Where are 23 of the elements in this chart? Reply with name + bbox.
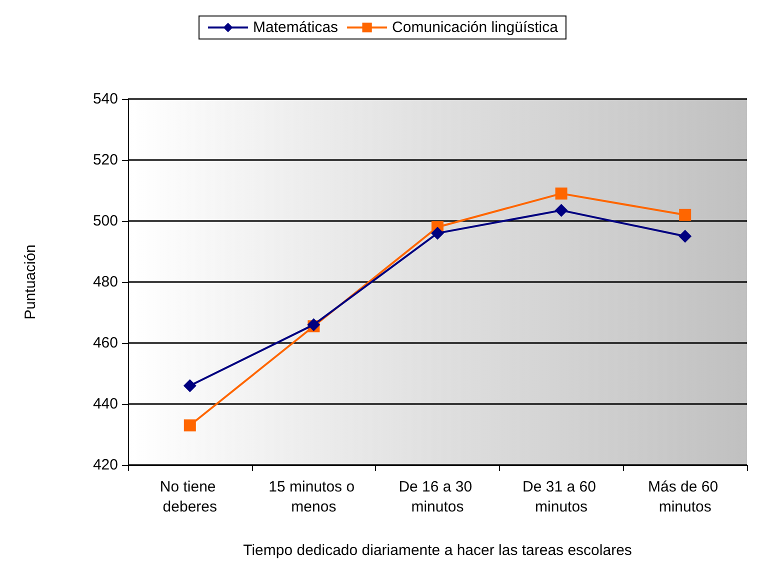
y-tick-label: 500 — [92, 212, 118, 230]
x-tick-label: De 16 a 30 minutos — [398, 478, 476, 516]
y-tick-label: 540 — [92, 90, 118, 108]
x-tick-label: Más de 60 minutos — [648, 478, 722, 516]
point — [431, 226, 444, 240]
point — [678, 230, 692, 243]
y-tick-label: 480 — [92, 274, 118, 290]
y-tick-label: 460 — [92, 334, 118, 352]
point — [184, 419, 196, 432]
y-tick-label: 440 — [92, 396, 118, 412]
x-axis-title: Tiempo dedicado diariamente a hacer las tareas escolares — [243, 542, 632, 559]
x-tick-label: 15 minutos o menos — [268, 478, 359, 516]
legend-label: Comunicación lingüística — [392, 19, 559, 36]
point — [554, 204, 568, 217]
legend-label: Matemáticas — [253, 19, 338, 36]
y-tick-label: 520 — [92, 152, 118, 168]
point — [183, 379, 196, 392]
y-tick-label: 420 — [92, 456, 118, 474]
point — [679, 208, 692, 221]
x-tick-label: No tiene deberes — [160, 478, 220, 516]
x-tick-label: De 31 a 60 minutos — [522, 478, 600, 516]
y-axis-title: Puntuación — [22, 244, 39, 320]
point — [555, 188, 568, 200]
